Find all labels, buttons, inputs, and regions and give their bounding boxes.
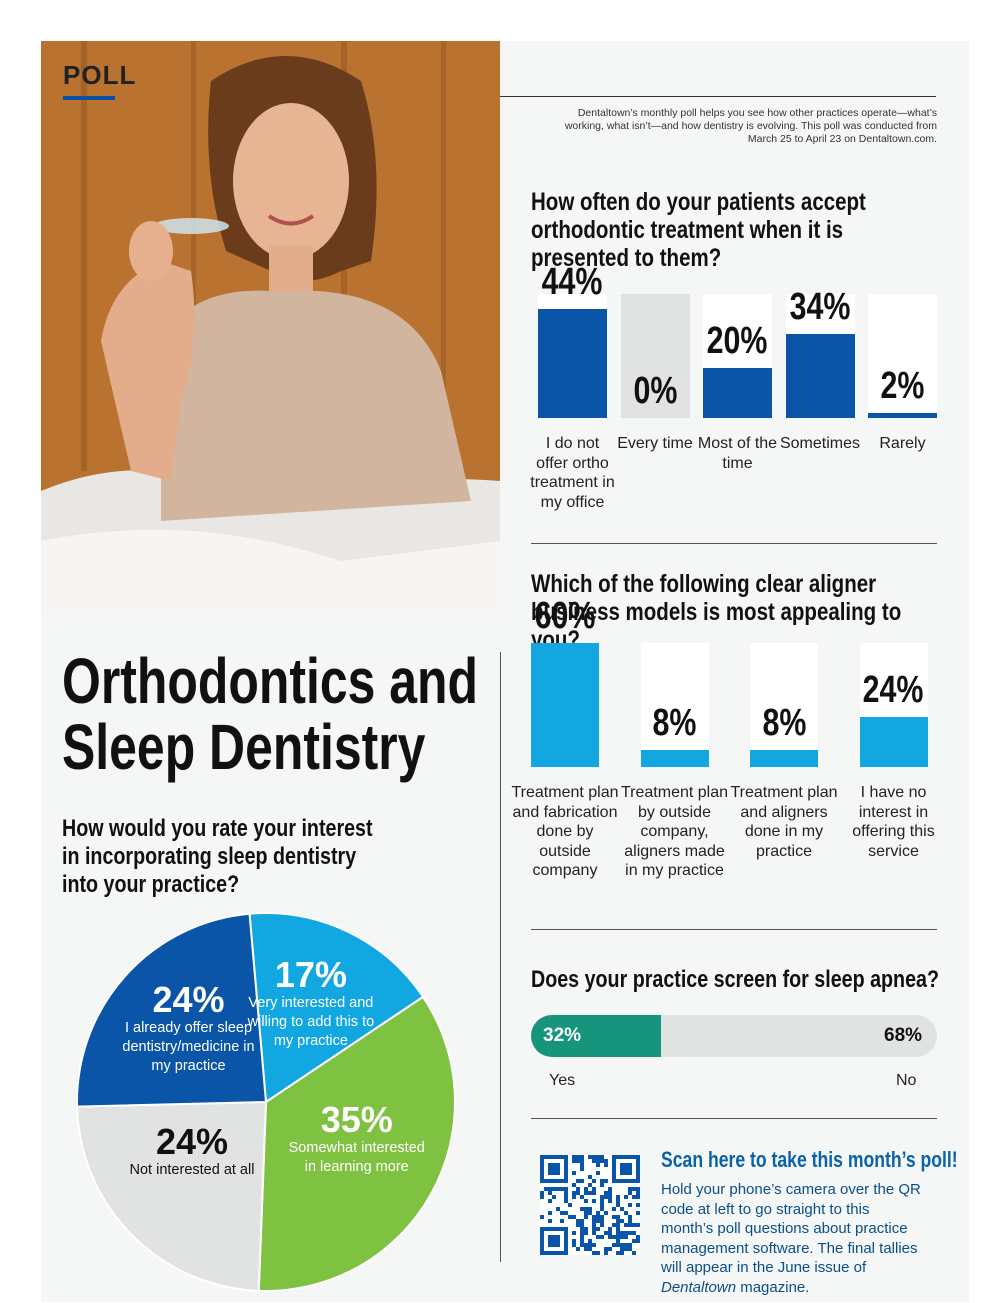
- question1-title: How often do your patients accept orthod…: [531, 188, 951, 272]
- apnea-yes-label: Yes: [549, 1072, 576, 1089]
- pie-value-3: 24%: [152, 978, 225, 1020]
- bar-value-label-1-4: 2%: [858, 365, 947, 408]
- hero-photo: [41, 41, 500, 610]
- question2-title-text: Which of the following clear aligner bus…: [531, 570, 902, 654]
- bar-value-text-1-2: 20%: [707, 320, 768, 363]
- scan-magazine-name: Dentaltown: [661, 1278, 737, 1296]
- woman-holding-aligner-illustration: [41, 41, 500, 610]
- bar-category-label-2-2: Treatment plan and aligners done in my p…: [730, 784, 838, 860]
- bar-category-label-1-2: Most of the time: [697, 435, 778, 472]
- pie-category-2: Not interested at all: [129, 1161, 255, 1178]
- pie-label-0: 17% Very interested and willing to add th…: [241, 956, 381, 1051]
- bar-bg-2-1: [640, 643, 709, 767]
- bar-1-0: [538, 308, 607, 418]
- bar-value-label-1-1: 0%: [611, 370, 700, 413]
- bar-2-1: [640, 750, 709, 767]
- pie-value-1: 35%: [320, 1098, 393, 1140]
- bar-value-label-2-0: 60%: [521, 595, 609, 638]
- pie-value-2: 24%: [155, 1120, 229, 1162]
- bar-category-label-2-3: I have no interest in offering this serv…: [852, 784, 935, 860]
- bar-1-4: [868, 413, 937, 418]
- bar-2-3: [859, 717, 928, 767]
- bar-category-label-1-4: Rarely: [879, 435, 926, 452]
- main-title: Orthodontics and Sleep Dentistry: [62, 648, 595, 780]
- poll-tag: POLL: [63, 60, 137, 90]
- bar-value-text-1-4: 2%: [880, 365, 925, 408]
- bar-category-label-1-1: Every time: [617, 435, 693, 452]
- divider-q2: [531, 929, 937, 930]
- bar-category-label-2-1: Treatment plan by outside company, align…: [620, 784, 728, 879]
- bar-category-label-2-0: Treatment plan and fabrication done by o…: [511, 784, 619, 879]
- bar-value-text-2-2: 8%: [762, 702, 806, 745]
- poll-tag-underline: [63, 96, 115, 100]
- apnea-no-label: No: [896, 1072, 917, 1089]
- divider-q1: [531, 543, 937, 544]
- qr-code-icon[interactable]: [540, 1155, 640, 1255]
- apnea-bar-yes-fill: [531, 1015, 661, 1057]
- question4-title-text: Does your practice screen for sleep apne…: [531, 966, 939, 993]
- question4-title: Does your practice screen for sleep apne…: [531, 966, 951, 994]
- bar-value-label-2-3: 24%: [850, 669, 938, 712]
- bar-value-text-1-1: 0%: [633, 370, 677, 412]
- bar-value-text-1-0: 44%: [542, 260, 603, 303]
- bar-value-label-1-3: 34%: [776, 286, 865, 329]
- question1-title-text: How often do your patients accept orthod…: [531, 188, 866, 272]
- scan-title: Scan here to take this month’s poll!: [661, 1147, 1000, 1173]
- bar-1-3: [785, 333, 855, 418]
- column-divider: [500, 652, 501, 1262]
- bar-value-text-2-3: 24%: [863, 669, 924, 712]
- pie-label-3: 24% I already offer sleep dentistry/medic…: [119, 978, 259, 1076]
- pie-category-1: Somewhat interested in learning more: [288, 1139, 425, 1175]
- bar-value-label-2-2: 8%: [740, 702, 828, 745]
- divider-q4: [531, 1118, 937, 1119]
- bar-value-text-2-1: 8%: [652, 702, 697, 745]
- header-divider: [500, 96, 936, 97]
- bar-bg-1-4: [868, 294, 937, 418]
- main-title-line2: Sleep Dentistry: [62, 711, 426, 783]
- scan-text-main: Hold your phone’s camera over the QR cod…: [661, 1181, 921, 1276]
- bar-category-label-1-0: I do not offer ortho treatment in my off…: [530, 435, 615, 511]
- apnea-no-value: 68%: [884, 1025, 923, 1046]
- question3-title-text: How would you rate your interest in inco…: [62, 815, 373, 898]
- bar-2-0: [531, 643, 599, 767]
- bar-bg-1-1: [620, 294, 690, 418]
- bar-2-2: [750, 750, 818, 767]
- bar-value-label-2-1: 8%: [631, 702, 719, 745]
- question3-title: How would you rate your interest in inco…: [62, 815, 462, 899]
- scan-text-end: magazine.: [736, 1278, 810, 1296]
- scan-instructions: Hold your phone’s camera over the QR cod…: [661, 1180, 923, 1297]
- pie-label-2: 24% Not interested at all: [122, 1120, 262, 1180]
- main-title-line1: Orthodontics and: [62, 645, 478, 717]
- bar-1-2: [703, 368, 772, 418]
- bar-value-label-1-0: 44%: [528, 261, 617, 304]
- bar-value-label-1-2: 20%: [693, 320, 782, 363]
- apnea-bar-track: [531, 1015, 937, 1057]
- bar-value-text-2-0: 60%: [534, 595, 596, 637]
- scan-title-text: Scan here to take this month’s poll!: [661, 1147, 958, 1172]
- bar-category-label-1-3: Sometimes: [779, 435, 861, 452]
- pie-category-0: Very interested and willing to add this …: [247, 995, 375, 1050]
- apnea-yes-value: 32%: [543, 1025, 582, 1046]
- bar-bg-2-2: [750, 643, 818, 767]
- pie-category-3: I already offer sleep dentistry/medicine…: [122, 1019, 255, 1074]
- bar-value-text-1-3: 34%: [789, 285, 851, 328]
- pie-label-1: 35% Somewhat interested in learning more: [287, 1098, 427, 1177]
- pie-value-0: 17%: [274, 954, 347, 996]
- poll-intro-text: Dentaltown’s monthly poll helps you see …: [564, 107, 937, 145]
- question2-title: Which of the following clear aligner bus…: [531, 570, 951, 654]
